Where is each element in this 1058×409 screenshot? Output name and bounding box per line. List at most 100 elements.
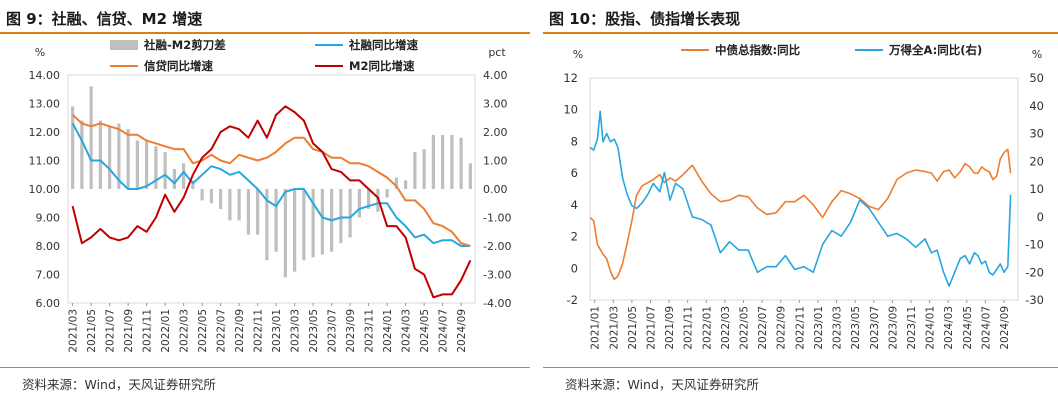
bar xyxy=(450,134,454,189)
plot-frame xyxy=(589,77,1019,301)
bar xyxy=(108,126,112,189)
x-tick-label: 2021/07 xyxy=(645,306,657,350)
y-right-tick-label: -20 xyxy=(1025,265,1044,279)
series-line xyxy=(71,114,471,247)
y-left-tick-label: 4 xyxy=(571,198,578,212)
figure-left-title: 图 9：社融、信贷、M2 增速 xyxy=(6,10,203,28)
x-tick-label: 2022/09 xyxy=(776,306,788,350)
figure-left: 图 9：社融、信贷、M2 增速 % pct 6.00 7.00 8.00 9.00 10.0… xyxy=(0,10,530,392)
bar xyxy=(431,134,435,189)
x-tick-label: 2024/03 xyxy=(401,309,413,353)
y-right-tick-label: 30 xyxy=(1029,127,1044,141)
x-tick-label: 2023/11 xyxy=(906,306,918,350)
y-right-tick-label: -3.00 xyxy=(483,269,511,282)
y-right-tick-label: -10 xyxy=(1025,238,1044,252)
bar xyxy=(117,123,121,189)
x-tick-label: 2021/11 xyxy=(683,306,695,350)
x-tick-label: 2023/03 xyxy=(290,309,302,353)
series-line xyxy=(589,110,1012,287)
bar xyxy=(367,189,371,209)
bar xyxy=(191,180,195,189)
y-right-unit: % xyxy=(1032,48,1042,61)
y-right-tick-label: 2.00 xyxy=(483,126,508,139)
bar xyxy=(302,189,306,261)
y-left-tick-label: 12.00 xyxy=(29,126,61,139)
y-left-tick-label: 12 xyxy=(563,71,578,85)
x-tick-label: 2024/07 xyxy=(438,309,450,353)
bar xyxy=(228,189,232,221)
y-right-tick-label: 20 xyxy=(1029,154,1044,168)
x-tick-label: 2021/09 xyxy=(123,309,135,353)
bar xyxy=(219,189,223,209)
x-tick-label: 2022/09 xyxy=(234,309,246,353)
legend-label: 信贷同比增速 xyxy=(144,59,213,73)
bar xyxy=(385,189,389,198)
y-right-tick-label: 1.00 xyxy=(483,155,508,168)
y-left-tick-label: 13.00 xyxy=(29,98,61,111)
x-tick-label: 2023/05 xyxy=(308,309,320,353)
bar xyxy=(274,189,278,252)
x-tick-label: 2024/01 xyxy=(925,306,937,350)
y-left-tick-label: 8.00 xyxy=(36,240,61,253)
bottom-rule xyxy=(0,367,530,368)
legend-swatch xyxy=(110,40,138,50)
y-left-tick-label: 14.00 xyxy=(29,69,61,82)
x-tick-label: 2022/07 xyxy=(757,306,769,350)
bar xyxy=(357,189,361,218)
bar xyxy=(311,189,315,258)
title-rule xyxy=(543,32,1058,34)
bottom-rule xyxy=(543,367,1058,368)
bar xyxy=(468,163,472,189)
x-tick-label: 2022/03 xyxy=(179,309,191,353)
x-tick-label: 2023/01 xyxy=(271,309,283,353)
bar xyxy=(89,86,93,189)
figure-right: 图 10：股指、债指增长表现 %% -2 0 2 4 6 8 10 12 -30 -20 -10 0 10… xyxy=(543,0,1058,409)
x-tick-label: 2024/09 xyxy=(456,309,468,353)
y-right-tick-label: 4.00 xyxy=(483,69,508,82)
y-left-tick-label: 10 xyxy=(563,103,578,117)
y-right-tick-label: 10 xyxy=(1029,182,1044,196)
y-left-tick-label: 7.00 xyxy=(36,269,61,282)
bar xyxy=(265,189,269,261)
bar xyxy=(182,163,186,189)
bar xyxy=(246,189,250,235)
bar xyxy=(404,180,408,189)
bar xyxy=(126,129,130,189)
x-tick-label: 2021/03 xyxy=(68,309,80,353)
chart-right: % %-2024681012-30-20-10010203040502021/01… xyxy=(563,43,1044,350)
x-tick-label: 2022/01 xyxy=(160,309,172,353)
x-tick-label: 2023/09 xyxy=(345,309,357,353)
figure-right-source: 资料来源：Wind，天风证券研究所 xyxy=(565,377,759,392)
x-tick-label: 2023/07 xyxy=(869,306,881,350)
x-tick-label: 2024/07 xyxy=(980,306,992,350)
bar xyxy=(293,189,297,272)
legend-label: 社融-M2剪刀差 xyxy=(143,38,226,52)
x-tick-label: 2024/05 xyxy=(962,306,974,350)
y-left-tick-label: 6.00 xyxy=(36,297,61,310)
x-tick-label: 2024/01 xyxy=(382,309,394,353)
x-tick-label: 2022/05 xyxy=(739,306,751,350)
y-left-tick-label: 0 xyxy=(571,261,578,275)
bar xyxy=(71,106,75,189)
y-left-tick-label: 6 xyxy=(571,166,578,180)
x-tick-label: 2021/07 xyxy=(105,309,117,353)
y-right-tick-label: 40 xyxy=(1029,99,1044,113)
series-line xyxy=(71,122,471,247)
y-right-tick-label: -30 xyxy=(1025,293,1044,307)
legend-label: 社融同比增速 xyxy=(348,38,418,52)
x-tick-label: 2023/05 xyxy=(850,306,862,350)
x-tick-label: 2022/11 xyxy=(794,306,806,350)
x-tick-label: 2024/09 xyxy=(999,306,1011,350)
x-tick-label: 2023/07 xyxy=(327,309,339,353)
x-tick-label: 2023/03 xyxy=(832,306,844,350)
bar xyxy=(422,149,426,189)
bar xyxy=(348,189,352,238)
x-tick-label: 2022/01 xyxy=(701,306,713,350)
bar xyxy=(98,120,102,189)
bar xyxy=(163,151,167,189)
bar xyxy=(209,189,213,204)
bar xyxy=(172,169,176,189)
x-tick-label: 2022/05 xyxy=(197,309,209,353)
x-tick-label: 2023/01 xyxy=(813,306,825,350)
legend-label: 万得全A:同比(右) xyxy=(888,43,982,57)
